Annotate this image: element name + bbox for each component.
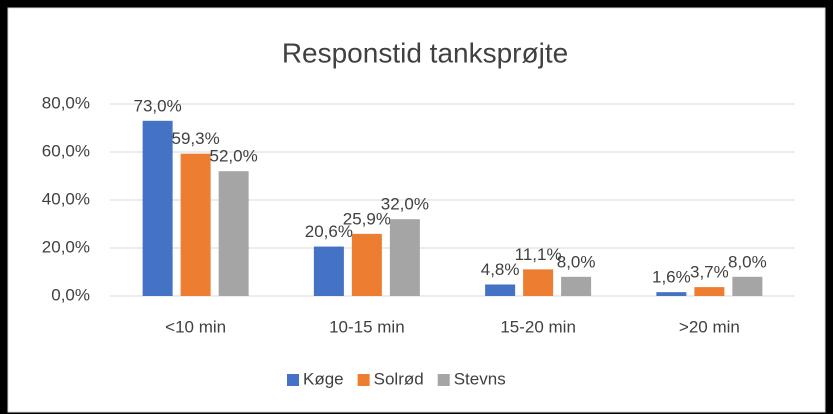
- x-tick-label: >20 min: [679, 317, 740, 336]
- bar: [561, 276, 592, 296]
- data-label: 4,8%: [481, 260, 520, 279]
- bar: [732, 276, 763, 296]
- bar: [180, 153, 211, 296]
- bar: [142, 120, 173, 296]
- bar: [694, 287, 725, 296]
- data-label: 11,1%: [515, 245, 562, 264]
- y-tick-label: 0,0%: [51, 285, 90, 304]
- bar: [313, 246, 344, 296]
- bar: [656, 292, 687, 296]
- y-tick-label: 60,0%: [42, 141, 90, 160]
- y-tick-label: 20,0%: [42, 237, 90, 256]
- data-label: 52,0%: [210, 147, 258, 166]
- chart-title: Responstid tanksprøjte: [282, 37, 568, 68]
- x-tick-label: <10 min: [165, 317, 226, 336]
- bar: [523, 269, 554, 296]
- data-label: 8,0%: [557, 252, 596, 271]
- data-label: 8,0%: [728, 252, 767, 271]
- data-label: 32,0%: [381, 195, 429, 214]
- bar: [389, 219, 420, 296]
- data-label: 59,3%: [172, 129, 220, 148]
- legend-swatch: [437, 374, 450, 386]
- y-tick-label: 40,0%: [42, 189, 90, 208]
- legend-label: Stevns: [454, 369, 506, 388]
- y-tick-label: 80,0%: [42, 93, 90, 112]
- legend-label: Solrød: [374, 369, 424, 388]
- x-tick-label: 10-15 min: [329, 317, 405, 336]
- bar: [351, 233, 382, 296]
- legend-label: Køge: [303, 369, 344, 388]
- legend-swatch: [287, 374, 299, 386]
- data-label: 73,0%: [134, 96, 182, 115]
- bar: [485, 284, 516, 296]
- x-tick-label: 15-20 min: [500, 317, 576, 336]
- bar: [218, 171, 249, 296]
- data-label: 3,7%: [690, 263, 729, 282]
- legend-swatch: [357, 374, 370, 386]
- data-label: 1,6%: [652, 268, 691, 287]
- data-label: 25,9%: [343, 209, 391, 228]
- data-label: 20,6%: [305, 222, 353, 241]
